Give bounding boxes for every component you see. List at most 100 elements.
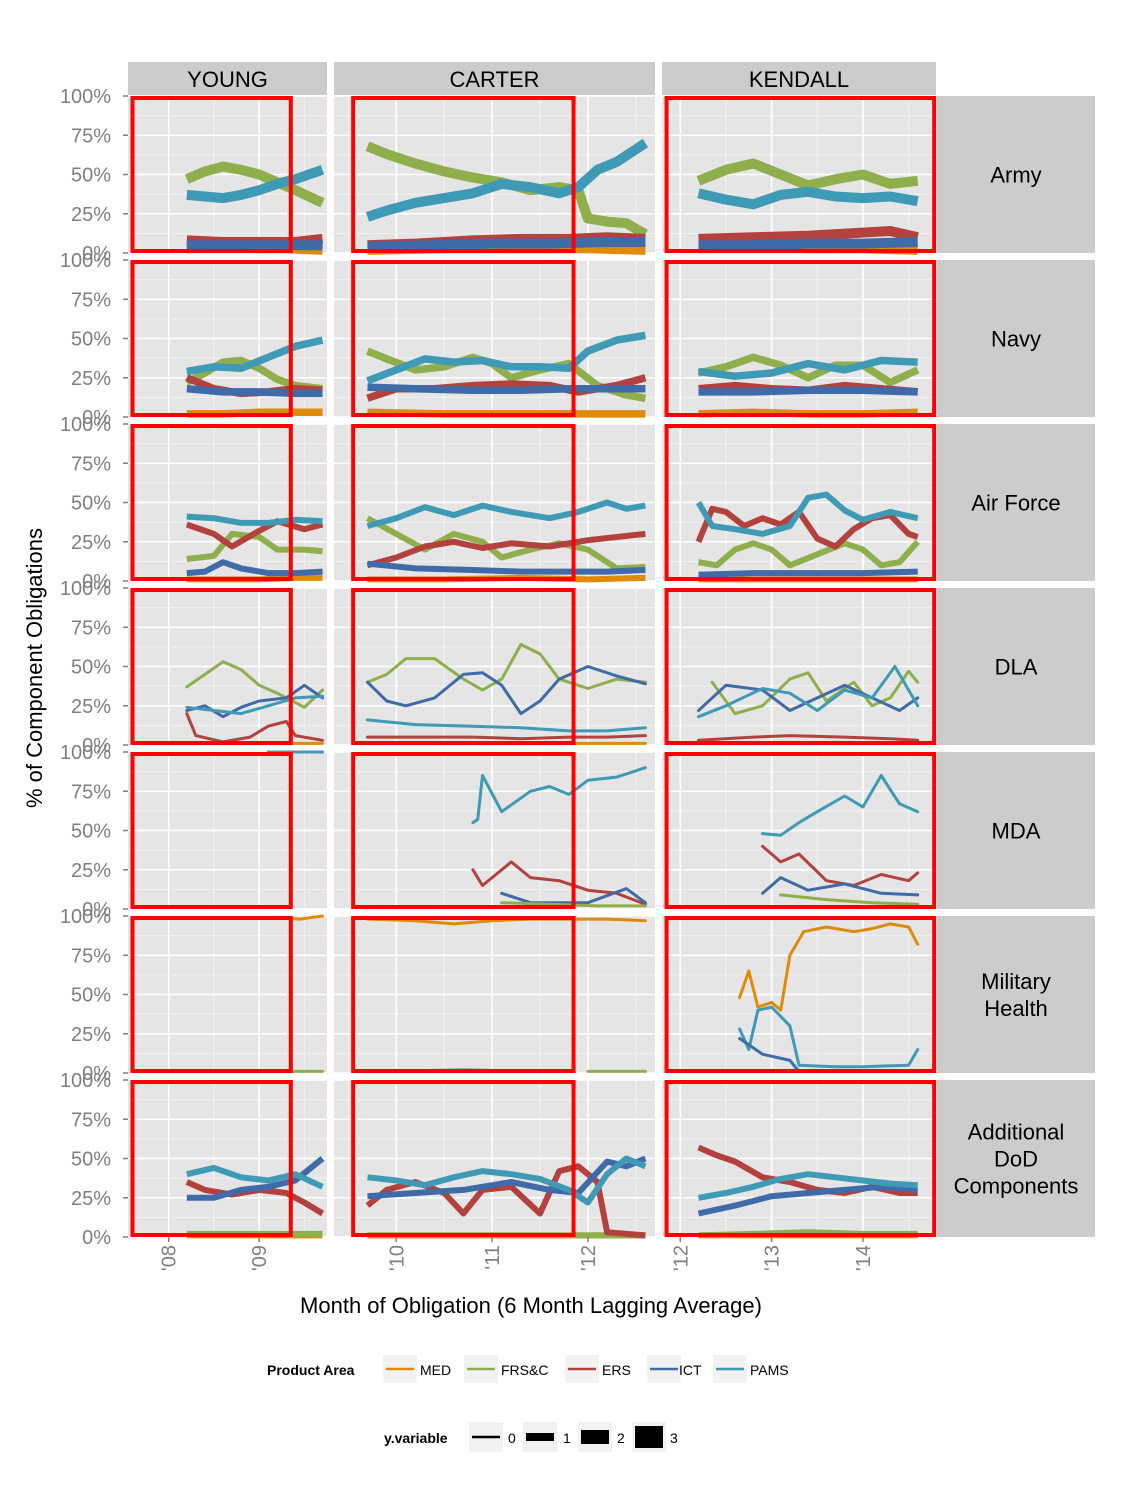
y-tick-label: 75%	[71, 125, 111, 147]
series-line-pams	[761, 774, 920, 837]
highlight-box	[130, 1080, 293, 1237]
column-strip-carter	[334, 62, 655, 95]
row-strip-label: Army	[990, 163, 1041, 188]
highlight-box	[351, 916, 576, 1073]
y-tick-label: 25%	[71, 860, 111, 882]
highlight-box	[130, 916, 293, 1073]
y-tick-label: 100%	[60, 578, 111, 600]
y-tick-label: 0%	[82, 243, 111, 265]
series-line-pams	[697, 665, 920, 719]
y-tick-label: 50%	[71, 493, 111, 515]
x-tick-label: '12	[578, 1245, 600, 1271]
series-line-ers	[185, 712, 324, 744]
series-group	[696, 158, 919, 255]
series-line-frs-c	[710, 669, 920, 716]
legend: Product Area MED FRS&C ERS ICT PAMS y.variable…	[267, 1355, 789, 1452]
panel-mda-young	[128, 751, 327, 910]
panel-additional-dod-components-young	[128, 1079, 327, 1238]
series-line-frs-c	[696, 158, 919, 191]
y-tick-label: 100%	[60, 86, 111, 108]
highlight-box	[664, 1080, 937, 1237]
highlight-box	[130, 424, 293, 581]
highlight-box	[351, 588, 576, 745]
series-line-ict	[697, 683, 920, 712]
highlight-box	[351, 752, 576, 909]
series-line-ict	[186, 559, 323, 577]
panel-dla-carter	[334, 587, 655, 746]
row-strip-dla	[937, 588, 1095, 745]
legend-title-product-area: Product Area	[267, 1362, 355, 1378]
y-tick-label: 75%	[71, 289, 111, 311]
legend-label-frs-c: FRS&C	[501, 1362, 548, 1378]
y-tick-label: 50%	[71, 1149, 111, 1171]
series-line-pams	[698, 356, 918, 380]
series-group	[365, 138, 649, 255]
y-tick-label: 25%	[71, 1188, 111, 1210]
x-tick-label: '09	[249, 1245, 271, 1271]
highlight-box	[130, 752, 293, 909]
series-line-ict	[500, 887, 647, 905]
series-line-ers	[366, 530, 646, 569]
series-line-ers	[761, 844, 920, 887]
legend-label-med: MED	[420, 1362, 451, 1378]
row-strip-label: DoD	[994, 1147, 1038, 1172]
row-strip-additional-dod-components	[937, 1080, 1095, 1237]
panels-layer	[128, 95, 936, 1239]
series-line-frs-c	[779, 893, 920, 906]
y-axis-title: % of Component Obligations	[22, 528, 47, 808]
y-tick-label: 0%	[82, 571, 111, 593]
highlight-box	[664, 916, 937, 1073]
highlight-box	[664, 424, 937, 581]
series-line-ict	[698, 568, 918, 578]
legend-title-size: y.variable	[384, 1430, 448, 1446]
series-line-pams	[366, 718, 647, 733]
axes-layer: 0%25%50%75%100%0%25%50%75%100%0%25%50%75…	[60, 86, 937, 1271]
series-line-frs-c	[186, 530, 323, 562]
y-tick-label: 25%	[71, 1024, 111, 1046]
series-line-frs-c	[697, 353, 920, 387]
series-group	[761, 774, 920, 906]
series-line-frs-c	[366, 515, 646, 572]
row-strip-label: Navy	[991, 327, 1041, 352]
series-line-pams	[186, 336, 324, 376]
row-strip-air-force	[937, 424, 1095, 581]
panel-military-health-carter	[334, 915, 655, 1074]
row-strip-navy	[937, 260, 1095, 417]
y-tick-label: 75%	[71, 1109, 111, 1131]
y-tick-label: 25%	[71, 368, 111, 390]
series-line-pams	[738, 1005, 920, 1069]
series-line-pams	[695, 491, 919, 537]
row-strip-military-health	[937, 916, 1095, 1073]
row-strip-label: Components	[954, 1174, 1079, 1199]
series-line-ict	[367, 560, 646, 575]
y-tick-label: 0%	[82, 407, 111, 429]
row-strip-label: MDA	[992, 819, 1041, 844]
row-strip-mda	[937, 752, 1095, 909]
y-tick-label: 0%	[82, 1227, 111, 1249]
panel-mda-kendall	[662, 751, 936, 910]
y-tick-label: 100%	[60, 906, 111, 928]
series-line-ers	[697, 734, 920, 742]
y-tick-label: 0%	[82, 735, 111, 757]
highlight-box	[130, 588, 293, 745]
legend-size-label: 3	[670, 1430, 678, 1446]
panel-dla-young	[128, 587, 327, 746]
panel-air-force-young	[128, 423, 327, 582]
y-tick-label: 50%	[71, 985, 111, 1007]
y-tick-label: 100%	[60, 1070, 111, 1092]
legend-size-label: 0	[508, 1430, 516, 1446]
series-line-ict	[698, 237, 918, 251]
strips-layer: YOUNG CARTER KENDALL Army Navy Air Force DLA MD…	[128, 62, 1095, 1237]
series-line-frs-c	[185, 660, 324, 709]
series-line-ict	[185, 683, 324, 719]
series-line-pams	[365, 138, 649, 222]
column-strip-young	[128, 62, 327, 95]
legend-label-ict: ICT	[679, 1362, 702, 1378]
x-axis-title: Month of Obligation (6 Month Lagging Ave…	[300, 1293, 762, 1318]
y-tick-label: 50%	[71, 657, 111, 679]
series-line-pams	[186, 1164, 324, 1190]
column-strip-label: KENDALL	[749, 67, 849, 92]
series-line-pams	[697, 1171, 918, 1201]
series-line-ict	[698, 386, 918, 396]
